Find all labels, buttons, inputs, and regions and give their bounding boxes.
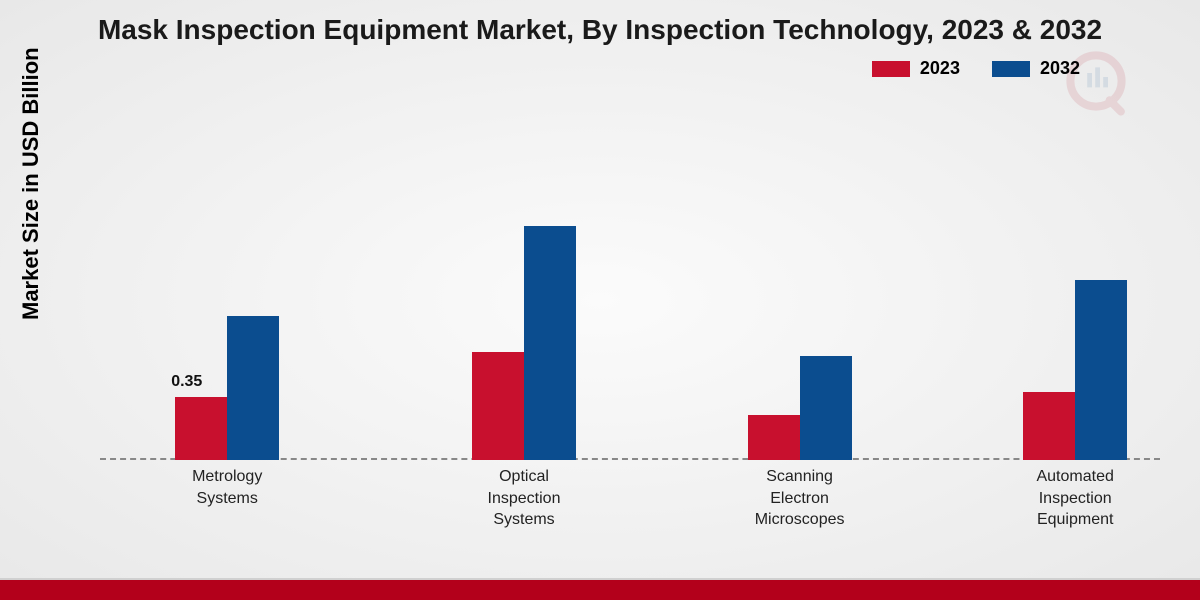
plot-area: 0.35 [100, 120, 1160, 460]
legend-swatch-2023 [872, 61, 910, 77]
legend-label-2023: 2023 [920, 58, 960, 79]
bar-2023 [472, 352, 524, 460]
bar-2023 [175, 397, 227, 460]
bar-group [748, 356, 852, 460]
x-category-label: OpticalInspectionSystems [444, 466, 604, 531]
bar-group [1023, 280, 1127, 460]
watermark-logo [1055, 40, 1145, 130]
x-category-label: MetrologySystems [147, 466, 307, 509]
bar-2032 [800, 356, 852, 460]
legend-item-2032: 2032 [992, 58, 1080, 79]
y-axis-label: Market Size in USD Billion [18, 47, 44, 320]
bar-value-label: 0.35 [171, 373, 202, 391]
bar-2023 [1023, 392, 1075, 460]
bar-group [472, 226, 576, 460]
bar-2032 [1075, 280, 1127, 460]
legend-label-2032: 2032 [1040, 58, 1080, 79]
footer-bar [0, 580, 1200, 600]
bar-2032 [524, 226, 576, 460]
legend: 2023 2032 [872, 58, 1080, 79]
bar-2032 [227, 316, 279, 460]
legend-item-2023: 2023 [872, 58, 960, 79]
legend-swatch-2032 [992, 61, 1030, 77]
x-axis-labels: MetrologySystems OpticalInspectionSystems… [100, 466, 1160, 546]
x-category-label: ScanningElectronMicroscopes [720, 466, 880, 531]
x-category-label: AutomatedInspectionEquipment [995, 466, 1155, 531]
chart-title: Mask Inspection Equipment Market, By Ins… [0, 14, 1200, 46]
bar-2023 [748, 415, 800, 460]
